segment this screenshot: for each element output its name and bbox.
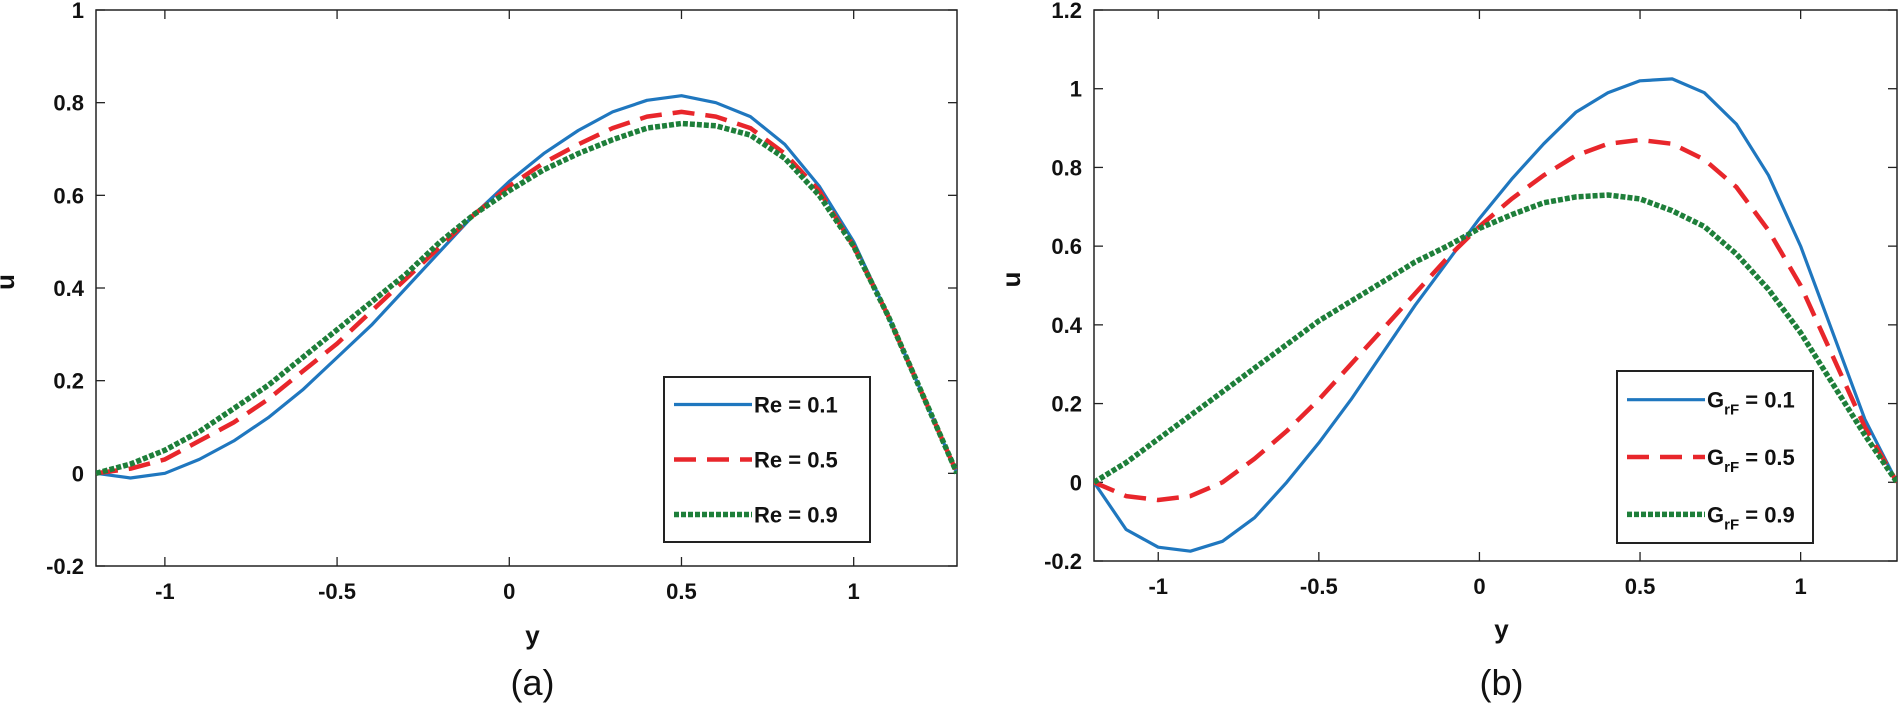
- x-tick-label: 1: [1795, 574, 1807, 599]
- x-tick-label: -1: [155, 579, 175, 604]
- x-tick-label: 0: [503, 579, 515, 604]
- y-tick-label: 0.6: [53, 183, 84, 208]
- legend-label: GrF = 0.1: [1707, 388, 1795, 419]
- x-axis-label: y: [1494, 614, 1509, 644]
- panel-label: (a): [511, 662, 555, 703]
- y-tick-label: 0.4: [1051, 313, 1082, 338]
- y-tick-label: 0.6: [1051, 234, 1082, 259]
- y-tick-label: -0.2: [1044, 549, 1082, 574]
- x-tick-label: 0: [1473, 574, 1485, 599]
- chart-panel-b: -1 -0.5 0 0.5 1 -0.2 0 0.2 0.4 0.6 0.8 1 1.2 GrF = 0.…: [996, 0, 1898, 703]
- x-tick-label: -0.5: [1300, 574, 1338, 599]
- legend: GrF = 0.1 GrF = 0.5 GrF = 0.9: [1616, 370, 1814, 544]
- x-tick-label: 1: [848, 579, 860, 604]
- y-tick-label: -0.2: [46, 554, 84, 579]
- y-tick-label: 0.8: [1051, 155, 1082, 180]
- series-line-1: [1094, 77, 1897, 553]
- series-line-3: [1094, 192, 1897, 485]
- y-tick-label: 0.8: [53, 91, 84, 116]
- y-axis-label: u: [996, 272, 1026, 288]
- series-line-1: [96, 94, 957, 480]
- y-tick-label: 0: [72, 461, 84, 486]
- legend-label: Re = 0.9: [754, 503, 838, 528]
- series-line-2: [1094, 137, 1897, 503]
- y-tick-label: 0.2: [53, 369, 84, 394]
- y-tick-label: 1.2: [1051, 0, 1082, 23]
- y-tick-label: 0.4: [53, 276, 84, 301]
- y-tick-label: 0: [1070, 470, 1082, 495]
- x-axis-label: y: [525, 620, 540, 650]
- legend-label: GrF = 0.5: [1707, 445, 1795, 476]
- y-tick-label: 1: [1070, 77, 1082, 102]
- x-tick-label: 0.5: [666, 579, 697, 604]
- x-tick-label: -1: [1148, 574, 1168, 599]
- y-axis-label: u: [0, 274, 20, 290]
- y-tick-label: 1: [72, 0, 84, 23]
- series-line-3: [96, 120, 957, 476]
- x-tick-label: -0.5: [318, 579, 356, 604]
- legend-label: Re = 0.1: [754, 393, 838, 418]
- legend-label: GrF = 0.9: [1707, 502, 1795, 533]
- panel-label: (b): [1480, 662, 1524, 703]
- legend: Re = 0.1 Re = 0.5 Re = 0.9: [663, 376, 871, 543]
- legend-label: Re = 0.5: [754, 448, 838, 473]
- series-line-2: [96, 109, 957, 476]
- y-tick-label: 0.2: [1051, 392, 1082, 417]
- x-tick-label: 0.5: [1625, 574, 1656, 599]
